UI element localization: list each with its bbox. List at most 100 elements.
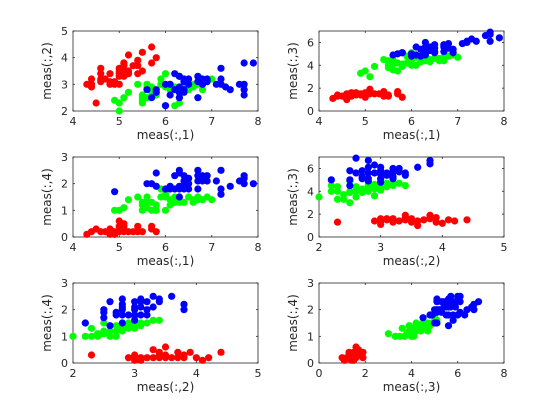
data-point xyxy=(131,351,139,359)
data-point xyxy=(137,295,145,303)
y-tick-label: 0 xyxy=(61,357,68,370)
data-point xyxy=(451,217,459,225)
data-point xyxy=(451,303,460,311)
data-point xyxy=(486,28,494,36)
data-point xyxy=(166,91,174,99)
data-point xyxy=(315,193,323,201)
data-point xyxy=(383,169,391,177)
data-point xyxy=(180,300,188,308)
data-point xyxy=(100,306,108,314)
data-point xyxy=(143,193,151,201)
y-tick-label: 4 xyxy=(307,185,314,198)
data-point xyxy=(161,102,170,110)
data-point xyxy=(168,292,176,300)
x-tick-label: 7 xyxy=(454,115,461,128)
y-tick-label: 0 xyxy=(307,105,314,118)
data-point xyxy=(118,295,126,303)
data-point xyxy=(194,185,202,193)
series-1 xyxy=(83,217,160,238)
y-tick-label: 4 xyxy=(61,52,68,65)
data-point xyxy=(364,169,372,177)
data-point xyxy=(364,175,372,183)
x-axis-label: meas(:,1) xyxy=(137,254,195,268)
y-tick-label: 2 xyxy=(307,82,314,95)
data-point xyxy=(352,169,360,177)
data-point xyxy=(120,220,128,228)
data-point xyxy=(180,198,188,206)
data-point xyxy=(124,354,133,362)
x-tick-label: 4 xyxy=(316,115,323,128)
data-point xyxy=(463,216,471,224)
data-point xyxy=(112,322,120,330)
data-point xyxy=(185,180,193,188)
data-point xyxy=(208,196,216,204)
data-point xyxy=(161,70,170,78)
data-point xyxy=(134,193,142,201)
data-point xyxy=(389,215,397,223)
data-point xyxy=(92,99,100,107)
data-point xyxy=(152,86,160,94)
data-point xyxy=(87,80,96,88)
data-point xyxy=(383,179,391,187)
data-point xyxy=(131,316,139,324)
data-point xyxy=(115,80,123,88)
data-point xyxy=(205,354,213,362)
data-point xyxy=(327,181,335,190)
data-point xyxy=(346,176,354,184)
data-point xyxy=(198,356,207,364)
data-point xyxy=(249,59,257,67)
data-point xyxy=(370,192,379,200)
x-tick-label: 4 xyxy=(439,241,446,254)
data-point xyxy=(152,169,160,177)
data-point xyxy=(198,86,207,94)
data-point xyxy=(361,67,369,75)
data-point xyxy=(152,54,160,62)
series-1 xyxy=(333,211,471,230)
y-tick-label: 0 xyxy=(307,357,314,370)
data-point xyxy=(333,218,342,226)
series-3 xyxy=(327,154,434,190)
data-point xyxy=(124,88,133,96)
series-1 xyxy=(329,85,406,104)
data-point xyxy=(149,303,157,311)
series-2 xyxy=(69,314,163,340)
data-point xyxy=(168,354,176,362)
data-point xyxy=(81,319,89,327)
axes-box xyxy=(72,282,259,364)
data-point xyxy=(137,319,145,327)
data-point xyxy=(194,166,202,174)
data-point xyxy=(444,216,453,224)
data-point xyxy=(426,211,434,219)
x-tick-label: 4 xyxy=(408,367,415,380)
data-point xyxy=(370,62,379,71)
data-point xyxy=(340,191,348,199)
data-point xyxy=(120,59,128,67)
data-point xyxy=(226,182,234,190)
y-tick-label: 1 xyxy=(61,330,68,343)
data-point xyxy=(217,348,225,356)
x-tick-label: 5 xyxy=(501,241,508,254)
data-point xyxy=(226,86,234,94)
data-point xyxy=(143,319,151,327)
data-point xyxy=(358,167,366,175)
data-point xyxy=(186,348,194,356)
x-tick-label: 8 xyxy=(255,115,262,128)
y-tick-label: 4 xyxy=(307,59,314,72)
data-point xyxy=(134,56,142,64)
data-point xyxy=(152,206,160,214)
y-tick-label: 2 xyxy=(307,208,314,221)
data-point xyxy=(346,181,354,190)
data-point xyxy=(131,298,139,306)
data-point xyxy=(456,298,464,306)
subplot-6: 0 2 4 6 8 0 1 2 3 meas(:,3) meas(:,4) xyxy=(286,277,508,394)
data-point xyxy=(414,163,422,171)
data-point xyxy=(470,306,478,314)
series-3 xyxy=(111,166,257,201)
series-1 xyxy=(83,43,160,107)
data-point xyxy=(407,215,416,223)
data-point xyxy=(175,94,183,102)
data-point xyxy=(185,80,193,88)
data-point xyxy=(106,332,114,340)
y-tick-label: 2 xyxy=(61,105,68,118)
